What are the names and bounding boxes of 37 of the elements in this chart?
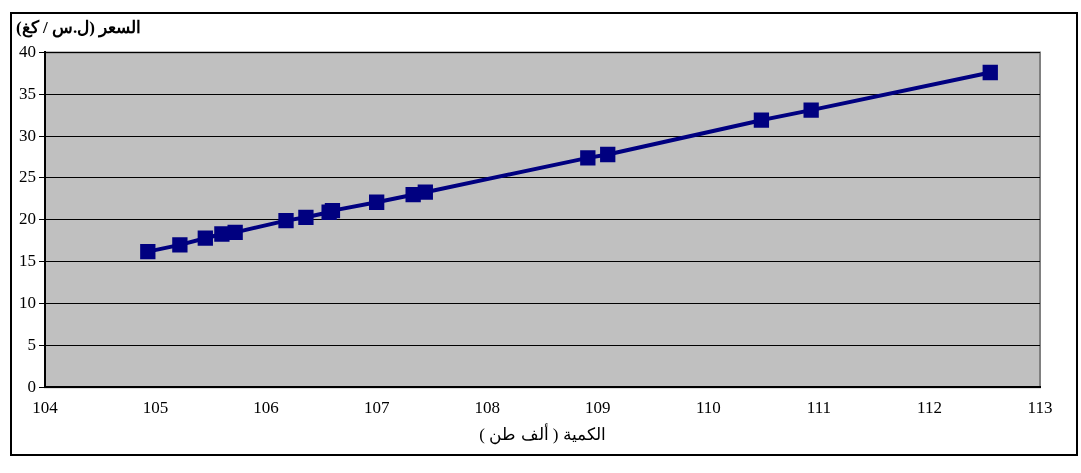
x-axis-title: الكمية ( ألف طن )	[479, 423, 606, 446]
point	[140, 243, 156, 260]
point	[405, 187, 421, 203]
y-tick-label: 40	[19, 41, 36, 61]
point	[803, 102, 819, 118]
x-tick-label: 112	[917, 397, 942, 417]
point	[172, 237, 188, 253]
point	[417, 184, 433, 200]
x-tick-label: 111	[806, 397, 832, 417]
y-tick-label: 10	[19, 292, 36, 312]
point	[298, 209, 314, 225]
point	[214, 226, 230, 242]
point	[580, 150, 596, 166]
y-tick-label: 30	[19, 125, 36, 145]
y-tick-label: 0	[27, 376, 36, 396]
point	[982, 64, 998, 81]
x-tick-label: 110	[695, 397, 721, 417]
x-tick-label: 113	[1027, 397, 1053, 417]
x-tick-label: 109	[585, 397, 611, 417]
y-tick-label: 20	[19, 209, 36, 229]
x-tick-label: 104	[32, 397, 59, 417]
point	[227, 224, 243, 241]
point	[753, 112, 770, 128]
point	[600, 146, 616, 163]
y-tick-label: 5	[27, 334, 36, 354]
point	[324, 202, 341, 219]
x-tick-label: 106	[253, 397, 279, 417]
x-tick-label: 107	[363, 397, 390, 417]
x-tick-label: 108	[474, 397, 500, 417]
y-tick-label: 35	[19, 83, 36, 103]
y-tick-label: 15	[19, 251, 36, 271]
y-tick-label: 25	[19, 167, 36, 187]
point	[197, 230, 213, 246]
x-tick-label: 105	[142, 397, 169, 417]
point	[278, 212, 294, 229]
point	[369, 194, 385, 210]
y-axis-title: السعر (ل.س / كغ)	[16, 17, 142, 38]
